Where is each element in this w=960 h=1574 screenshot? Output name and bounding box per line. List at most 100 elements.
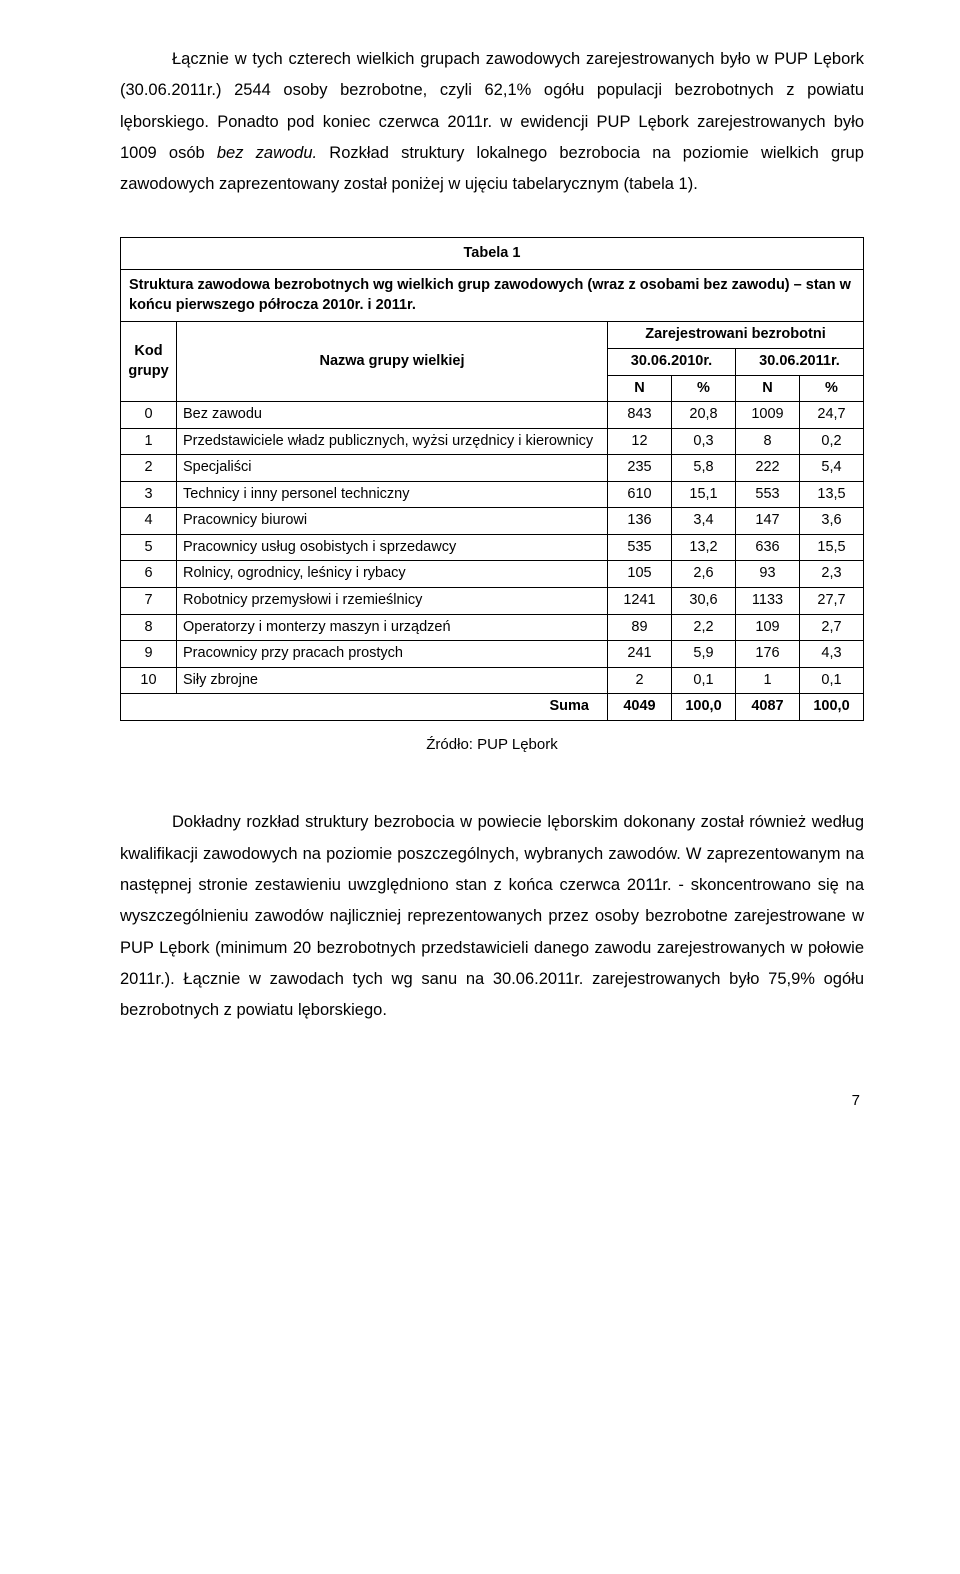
cell-name: Pracownicy przy pracach prostych xyxy=(177,641,608,668)
cell-n-2011: 553 xyxy=(736,481,800,508)
cell-pct-2010: 15,1 xyxy=(672,481,736,508)
cell-pct-2011: 5,4 xyxy=(800,455,864,482)
suma-n-2010: 4049 xyxy=(608,694,672,721)
col-pct-2010: % xyxy=(672,375,736,402)
cell-name: Operatorzy i monterzy maszyn i urządzeń xyxy=(177,614,608,641)
cell-n-2010: 89 xyxy=(608,614,672,641)
col-date-2011: 30.06.2011r. xyxy=(736,348,864,375)
cell-pct-2011: 0,1 xyxy=(800,667,864,694)
table-row: 6Rolnicy, ogrodnicy, leśnicy i rybacy105… xyxy=(121,561,864,588)
cell-kod: 10 xyxy=(121,667,177,694)
col-n-2011: N xyxy=(736,375,800,402)
col-name: Nazwa grupy wielkiej xyxy=(177,322,608,402)
table-row: 10Siły zbrojne20,110,1 xyxy=(121,667,864,694)
cell-kod: 9 xyxy=(121,641,177,668)
cell-pct-2010: 30,6 xyxy=(672,588,736,615)
cell-kod: 5 xyxy=(121,534,177,561)
page-number: 7 xyxy=(120,1087,864,1116)
cell-kod: 4 xyxy=(121,508,177,535)
cell-n-2011: 1009 xyxy=(736,402,800,429)
para2-text: Dokładny rozkład struktury bezrobocia w … xyxy=(120,813,864,1019)
table-row: 5Pracownicy usług osobistych i sprzedawc… xyxy=(121,534,864,561)
table-1: Tabela 1 Struktura zawodowa bezrobotnych… xyxy=(120,237,864,721)
cell-pct-2010: 5,8 xyxy=(672,455,736,482)
col-date-2010: 30.06.2010r. xyxy=(608,348,736,375)
cell-n-2010: 12 xyxy=(608,428,672,455)
closing-paragraph: Dokładny rozkład struktury bezrobocia w … xyxy=(120,807,864,1026)
table-row: 1Przedstawiciele władz publicznych, wyżs… xyxy=(121,428,864,455)
cell-name: Technicy i inny personel techniczny xyxy=(177,481,608,508)
cell-name: Rolnicy, ogrodnicy, leśnicy i rybacy xyxy=(177,561,608,588)
cell-n-2011: 636 xyxy=(736,534,800,561)
cell-pct-2011: 2,3 xyxy=(800,561,864,588)
cell-pct-2010: 5,9 xyxy=(672,641,736,668)
table-row: 9Pracownicy przy pracach prostych2415,91… xyxy=(121,641,864,668)
cell-kod: 6 xyxy=(121,561,177,588)
table-caption: Tabela 1 xyxy=(121,237,864,270)
cell-pct-2010: 2,2 xyxy=(672,614,736,641)
cell-n-2011: 222 xyxy=(736,455,800,482)
table-row: 3Technicy i inny personel techniczny6101… xyxy=(121,481,864,508)
cell-name: Pracownicy usług osobistych i sprzedawcy xyxy=(177,534,608,561)
cell-pct-2011: 13,5 xyxy=(800,481,864,508)
cell-n-2011: 8 xyxy=(736,428,800,455)
intro-paragraph: Łącznie w tych czterech wielkich grupach… xyxy=(120,44,864,201)
cell-n-2010: 535 xyxy=(608,534,672,561)
cell-n-2010: 2 xyxy=(608,667,672,694)
cell-n-2010: 1241 xyxy=(608,588,672,615)
cell-kod: 8 xyxy=(121,614,177,641)
cell-pct-2011: 27,7 xyxy=(800,588,864,615)
cell-kod: 3 xyxy=(121,481,177,508)
suma-label: Suma xyxy=(121,694,608,721)
cell-n-2010: 241 xyxy=(608,641,672,668)
cell-n-2010: 235 xyxy=(608,455,672,482)
cell-n-2010: 105 xyxy=(608,561,672,588)
cell-n-2011: 93 xyxy=(736,561,800,588)
para1-italic: bez zawodu. xyxy=(217,144,317,162)
cell-kod: 7 xyxy=(121,588,177,615)
cell-kod: 0 xyxy=(121,402,177,429)
suma-pct-2010: 100,0 xyxy=(672,694,736,721)
cell-n-2010: 610 xyxy=(608,481,672,508)
cell-pct-2011: 2,7 xyxy=(800,614,864,641)
cell-n-2011: 1133 xyxy=(736,588,800,615)
cell-name: Przedstawiciele władz publicznych, wyżsi… xyxy=(177,428,608,455)
cell-name: Robotnicy przemysłowi i rzemieślnicy xyxy=(177,588,608,615)
cell-n-2011: 176 xyxy=(736,641,800,668)
cell-pct-2010: 13,2 xyxy=(672,534,736,561)
table-row: 7Robotnicy przemysłowi i rzemieślnicy124… xyxy=(121,588,864,615)
cell-n-2011: 109 xyxy=(736,614,800,641)
cell-name: Bez zawodu xyxy=(177,402,608,429)
cell-kod: 1 xyxy=(121,428,177,455)
col-n-2010: N xyxy=(608,375,672,402)
cell-pct-2011: 3,6 xyxy=(800,508,864,535)
cell-pct-2010: 0,1 xyxy=(672,667,736,694)
table-row: 2Specjaliści2355,82225,4 xyxy=(121,455,864,482)
cell-name: Siły zbrojne xyxy=(177,667,608,694)
suma-n-2011: 4087 xyxy=(736,694,800,721)
cell-pct-2010: 20,8 xyxy=(672,402,736,429)
cell-pct-2011: 15,5 xyxy=(800,534,864,561)
cell-name: Pracownicy biurowi xyxy=(177,508,608,535)
table-row: 8Operatorzy i monterzy maszyn i urządzeń… xyxy=(121,614,864,641)
cell-pct-2010: 3,4 xyxy=(672,508,736,535)
table-row: 0Bez zawodu84320,8100924,7 xyxy=(121,402,864,429)
suma-pct-2011: 100,0 xyxy=(800,694,864,721)
cell-n-2010: 843 xyxy=(608,402,672,429)
cell-n-2010: 136 xyxy=(608,508,672,535)
cell-pct-2010: 0,3 xyxy=(672,428,736,455)
table-source: Źródło: PUP Lębork xyxy=(120,731,864,760)
cell-pct-2010: 2,6 xyxy=(672,561,736,588)
cell-pct-2011: 4,3 xyxy=(800,641,864,668)
col-kod: Kod grupy xyxy=(121,322,177,402)
cell-n-2011: 1 xyxy=(736,667,800,694)
cell-kod: 2 xyxy=(121,455,177,482)
cell-pct-2011: 24,7 xyxy=(800,402,864,429)
cell-n-2011: 147 xyxy=(736,508,800,535)
table-title: Struktura zawodowa bezrobotnych wg wielk… xyxy=(121,270,864,322)
cell-name: Specjaliści xyxy=(177,455,608,482)
col-zareg: Zarejestrowani bezrobotni xyxy=(608,322,864,349)
cell-pct-2011: 0,2 xyxy=(800,428,864,455)
col-pct-2011: % xyxy=(800,375,864,402)
table-row: 4Pracownicy biurowi1363,41473,6 xyxy=(121,508,864,535)
